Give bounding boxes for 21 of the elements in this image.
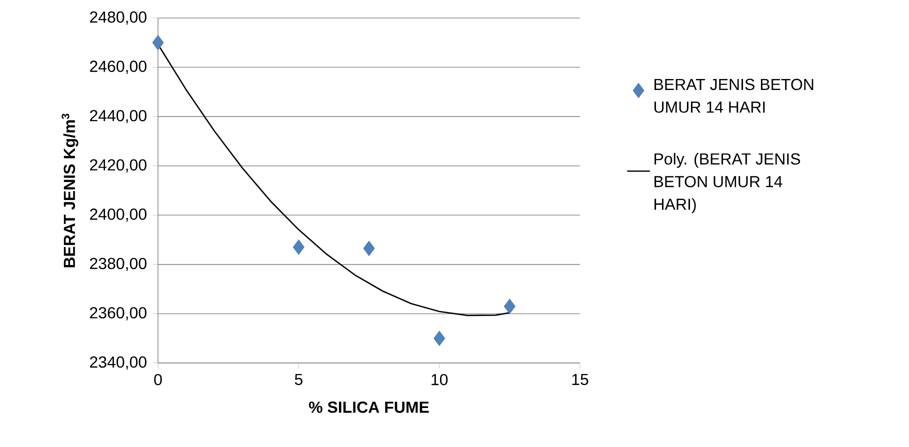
y-tick-label: 2460,00: [90, 60, 146, 74]
x-axis-title: % SILICA FUME: [308, 402, 429, 413]
x-tick-label: 0: [154, 374, 162, 386]
y-axis-title: BERAT JENIS Kg/m$^{3}$: [62, 114, 78, 268]
point: [434, 330, 446, 346]
y-tick-label: 2380,00: [90, 258, 146, 272]
y-tick-label: 2360,00: [90, 307, 146, 320]
legend-label: Poly. (BERAT JENIS BETON UMUR 14 HARI): [654, 152, 800, 214]
legend-label: BERAT JENIS BETON UMUR 14 HARI: [654, 78, 814, 113]
x-tick-label: 15: [572, 374, 588, 386]
y-tick-label: 2480,00: [90, 11, 146, 25]
y-tick-label: 2440,00: [90, 110, 146, 124]
y-tick-label: 2420,00: [90, 159, 146, 172]
x-tick-label: 5: [294, 374, 302, 386]
point: [363, 240, 375, 256]
point: [152, 35, 164, 50]
point: [504, 298, 516, 314]
y-tick-label: 2340,00: [90, 356, 146, 370]
x-tick-label: 10: [432, 374, 448, 386]
y-tick-label: 2400,00: [90, 208, 146, 222]
point: [292, 240, 304, 255]
